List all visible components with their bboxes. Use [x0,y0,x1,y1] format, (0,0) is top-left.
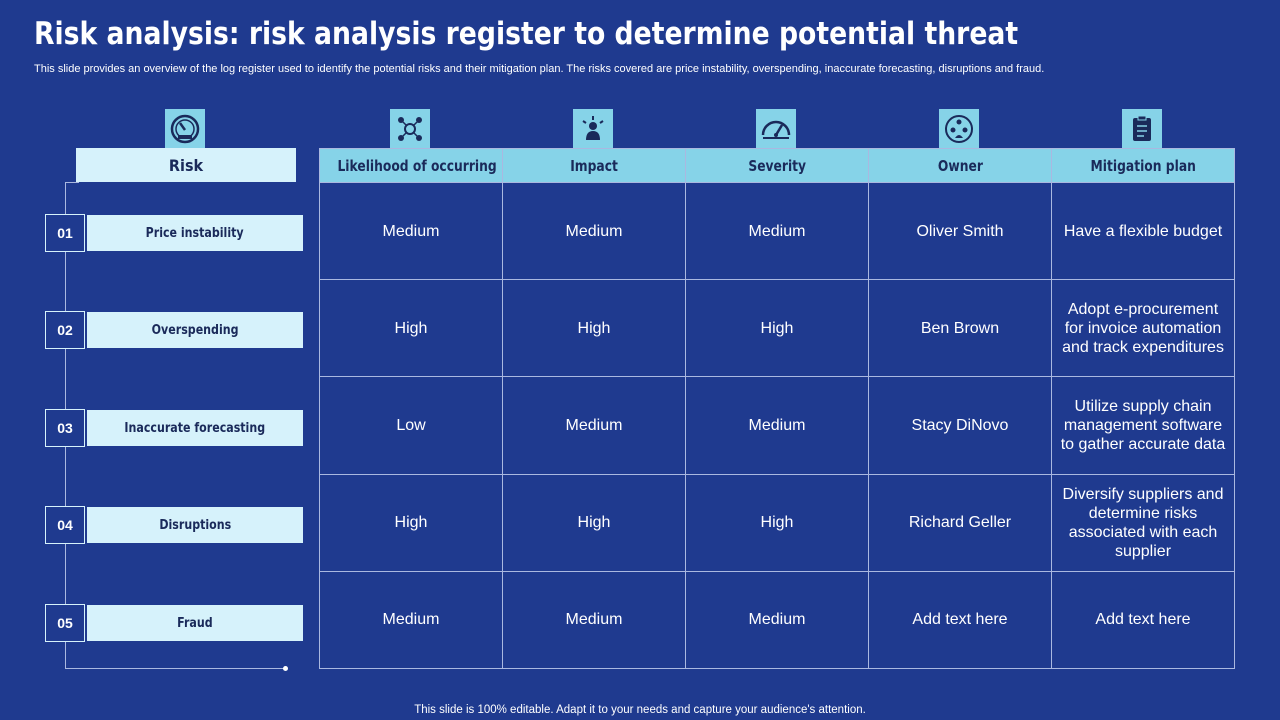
table-cell: Medium [685,181,869,281]
column-header-impact: Impact [502,148,686,183]
table-cell: Utilize supply chain management software… [1051,376,1235,475]
risk-number: 03 [45,409,85,447]
risk-label: Overspending [151,322,239,338]
timeline-end-dot [283,666,288,671]
risk-label-box: Disruptions [87,507,303,543]
table-row: Low Medium Medium Stacy DiNovo Utilize s… [319,376,1235,475]
page-subtitle: This slide provides an overview of the l… [34,63,1045,75]
risk-item-inaccurate-forecasting: 03 Inaccurate forecasting [45,409,303,447]
table-row: High High High Ben Brown Adopt e-procure… [319,279,1235,378]
risk-number: 01 [45,214,85,252]
table-cell: Medium [319,570,503,669]
table-cell: Medium [685,570,869,669]
risk-label-box: Inaccurate forecasting [87,410,303,446]
speedometer-icon [755,108,797,150]
gauge-meter-icon [164,108,206,150]
table-row: High High High Richard Geller Diversify … [319,473,1235,572]
table-cell: Medium [685,376,869,475]
severity-icon-box [753,106,799,152]
mitigation-icon-box [1119,106,1165,152]
footer-note: This slide is 100% editable. Adapt it to… [414,704,866,716]
impact-icon-box [570,106,616,152]
page-title: Risk analysis: risk analysis register to… [34,16,1019,52]
table-cell: Medium [502,181,686,281]
presenter-impact-icon [572,108,614,150]
table-cell: Have a flexible budget [1051,181,1235,281]
owner-icon-box [936,106,982,152]
timeline-bottom-line [65,668,286,669]
table-cell: Medium [502,570,686,669]
risk-header-label: Risk [168,155,204,175]
table-cell: High [502,279,686,378]
risk-number: 05 [45,604,85,642]
risk-register-table: Likelihood of occurring Impact Severity … [319,148,1235,669]
risk-number: 04 [45,506,85,544]
table-cell: High [319,473,503,572]
table-cell: Add text here [868,570,1052,669]
table-cell: High [502,473,686,572]
risk-icon-box [162,106,208,152]
table-header-row: Likelihood of occurring Impact Severity … [319,148,1235,183]
likelihood-icon-box [387,106,433,152]
table-cell: Ben Brown [868,279,1052,378]
table-cell: Stacy DiNovo [868,376,1052,475]
risk-column-header: Risk [76,148,296,182]
column-header-mitigation-plan: Mitigation plan [1051,148,1235,183]
clipboard-plan-icon [1121,108,1163,150]
risk-number: 02 [45,311,85,349]
risk-item-price-instability: 01 Price instability [45,214,303,252]
risk-item-overspending: 02 Overspending [45,311,303,349]
risk-item-fraud: 05 Fraud [45,604,303,642]
risk-label: Price instability [146,225,244,241]
table-cell: High [319,279,503,378]
table-cell: Adopt e-procurement for invoice automati… [1051,279,1235,378]
risk-label: Inaccurate forecasting [124,420,266,436]
table-cell: High [685,279,869,378]
table-cell: High [685,473,869,572]
network-nodes-icon [389,108,431,150]
timeline-top-tick [65,182,79,183]
table-cell: Medium [502,376,686,475]
risk-label-box: Fraud [87,605,303,641]
table-cell: Diversify suppliers and determine risks … [1051,473,1235,572]
table-cell: Medium [319,181,503,281]
column-header-severity: Severity [685,148,869,183]
table-row: Medium Medium Medium Add text here Add t… [319,570,1235,669]
column-header-likelihood: Likelihood of occurring [319,148,503,183]
table-cell: Richard Geller [868,473,1052,572]
risk-item-disruptions: 04 Disruptions [45,506,303,544]
risk-label: Fraud [177,615,213,631]
column-header-owner: Owner [868,148,1052,183]
risk-label-box: Overspending [87,312,303,348]
risk-label-box: Price instability [87,215,303,251]
owner-people-icon [938,108,980,150]
table-row: Medium Medium Medium Oliver Smith Have a… [319,181,1235,281]
table-cell: Low [319,376,503,475]
table-cell: Oliver Smith [868,181,1052,281]
table-cell: Add text here [1051,570,1235,669]
risk-label: Disruptions [159,517,231,533]
